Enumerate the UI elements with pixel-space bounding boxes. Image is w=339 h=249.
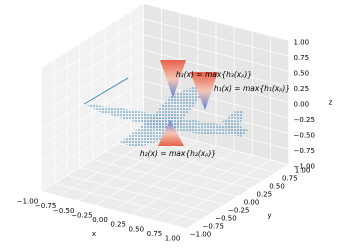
z-tick-label: 0.50 xyxy=(294,70,310,78)
y-tick-label: 0.50 xyxy=(269,183,285,191)
z-axis-label: z xyxy=(329,99,333,107)
x-tick-label: −0.50 xyxy=(53,207,74,215)
grid-line xyxy=(143,34,289,72)
grid-line xyxy=(41,96,144,161)
grid-line xyxy=(41,80,144,146)
grid-line xyxy=(143,3,289,41)
tail xyxy=(222,110,248,138)
x-tick-label: −1.00 xyxy=(17,198,38,206)
grid-line xyxy=(41,65,144,130)
x-tick-label: 0.50 xyxy=(128,225,144,233)
z-tick-label: 0.00 xyxy=(294,101,310,109)
x-tick-label: 1.00 xyxy=(165,235,181,243)
y-tick-label: −0.25 xyxy=(228,207,249,215)
z-tick-label: 0.25 xyxy=(294,85,310,93)
y-tick-label: −0.75 xyxy=(203,223,224,231)
z-tick-label: 0.75 xyxy=(294,54,310,62)
grid-line xyxy=(143,80,289,119)
annotation: h₁(x) = max{h₁(xₚ)} xyxy=(214,84,290,93)
z-tick-label: −1.00 xyxy=(294,163,315,171)
y-tick-label: 0.25 xyxy=(256,191,272,199)
grid-line xyxy=(143,49,289,88)
antenna xyxy=(83,77,129,105)
cone xyxy=(160,60,186,98)
axis-labels: −1.00−0.75−0.50−0.250.000.250.500.751.00… xyxy=(17,39,333,243)
z-tick-label: −0.25 xyxy=(294,116,315,124)
y-tick-label: −0.50 xyxy=(215,215,236,223)
wing xyxy=(120,84,205,148)
y-tick-label: 0.75 xyxy=(282,175,298,183)
grid-line xyxy=(41,49,144,115)
z-tick-label: −0.50 xyxy=(294,132,315,140)
grid-line xyxy=(41,111,144,177)
grid-line xyxy=(105,151,251,189)
grid-line xyxy=(117,143,264,181)
z-tick-label: 1.00 xyxy=(294,39,310,47)
annotation: h₂(x) = max{h₂(xₚ)} xyxy=(140,149,216,158)
cone xyxy=(158,120,184,146)
y-tick-label: 0.00 xyxy=(244,199,260,207)
cone xyxy=(190,72,218,110)
z-tick-label: −0.75 xyxy=(294,147,315,155)
grid-line xyxy=(143,18,289,57)
point-cloud xyxy=(83,77,248,148)
grid-line xyxy=(66,175,213,213)
grid-line xyxy=(54,183,200,221)
x-axis-label: x xyxy=(92,230,96,238)
y-axis-label: y xyxy=(267,212,271,220)
cones xyxy=(158,60,218,146)
grid-line xyxy=(41,3,144,68)
grid-line xyxy=(92,159,238,197)
grid-line xyxy=(79,167,225,205)
annotation: h₃(x) = max{h₃(xₚ)} xyxy=(176,70,252,79)
grid-line xyxy=(41,18,144,84)
x-tick-label: −0.25 xyxy=(71,211,92,219)
x-tick-label: 0.00 xyxy=(92,216,108,224)
y-tick-label: −1.00 xyxy=(190,231,211,239)
y-tick-label: 1.00 xyxy=(295,167,311,175)
x-tick-label: −0.75 xyxy=(35,202,56,210)
grid-line xyxy=(41,191,187,229)
x-tick-label: 0.25 xyxy=(110,221,126,229)
x-tick-label: 0.75 xyxy=(147,230,163,238)
grid-line xyxy=(41,34,144,99)
